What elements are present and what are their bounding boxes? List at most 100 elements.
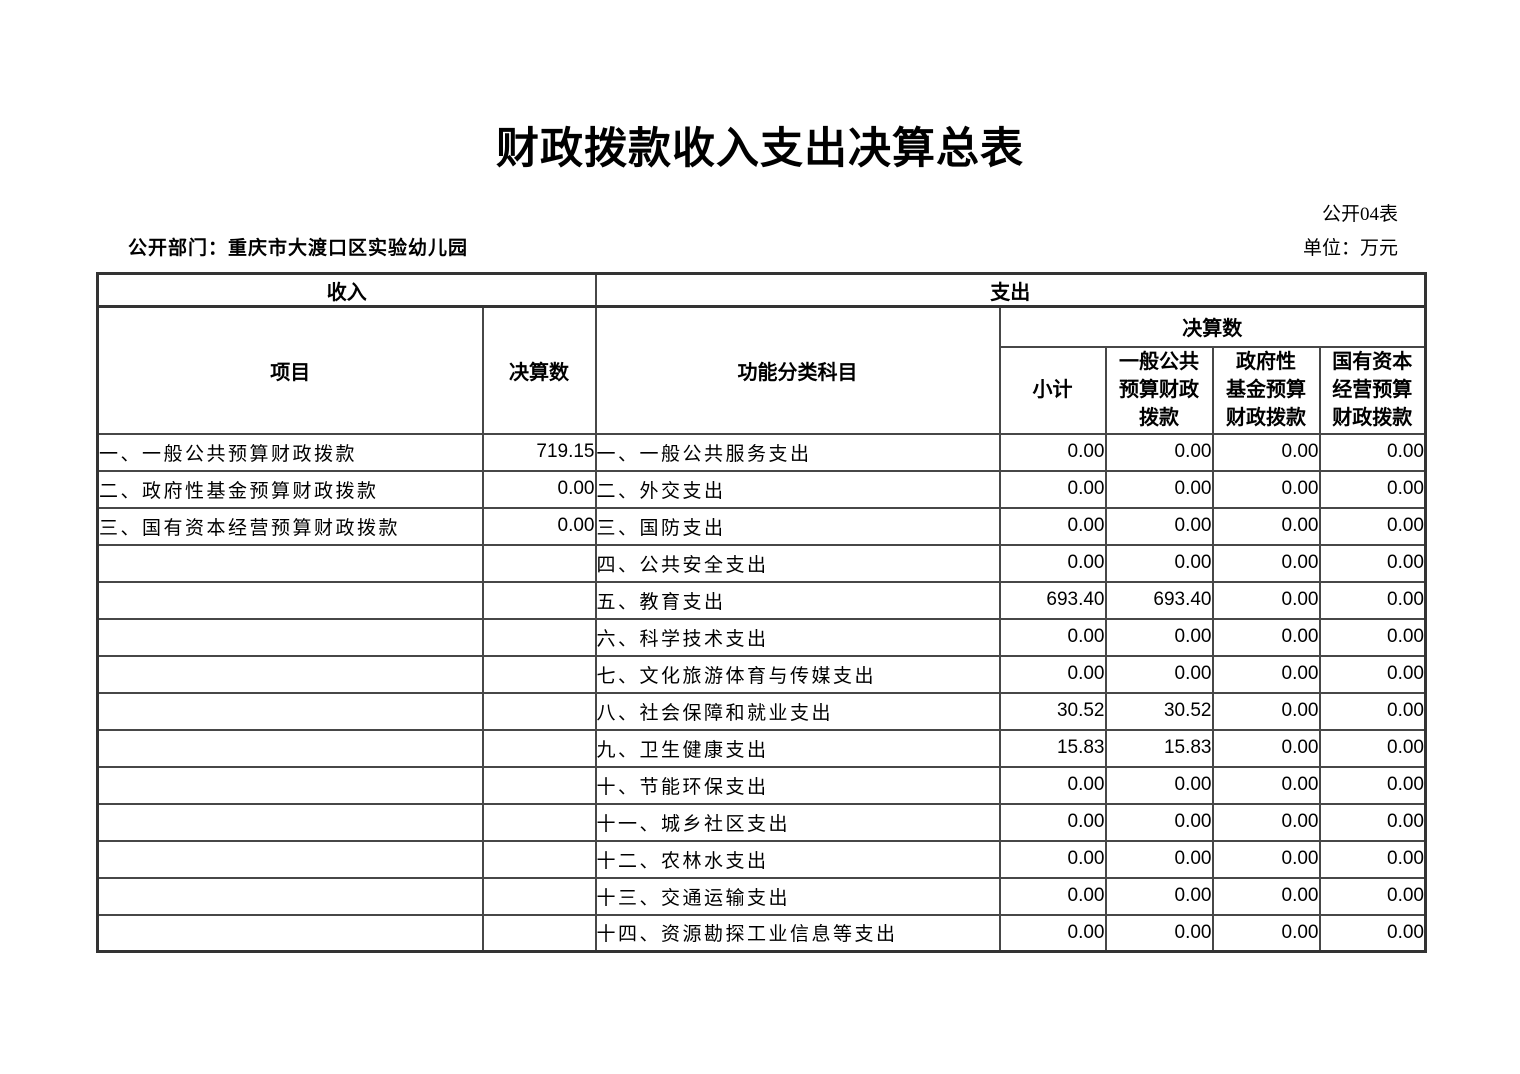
income-item-cell: [96, 839, 484, 879]
expense-state-capital-cell: 0.00: [1318, 839, 1427, 879]
expense-item-cell: 八、社会保障和就业支出: [594, 691, 1001, 731]
col-header-gov-fund-budget: 政府性 基金预算 财政拨款: [1211, 345, 1321, 435]
page-title: 财政拨款收入支出决算总表: [496, 125, 1024, 173]
table-row: 八、社会保障和就业支出 30.52 30.52 0.00 0.00: [96, 691, 1427, 731]
expense-state-capital-cell: 0.00: [1318, 543, 1427, 583]
income-value-cell: [481, 913, 597, 953]
expense-state-capital-cell: 0.00: [1318, 728, 1427, 768]
expense-item-cell: 十、节能环保支出: [594, 765, 1001, 805]
expense-gov-fund-cell: 0.00: [1211, 617, 1321, 657]
unit-label: 单位：万元: [1302, 238, 1398, 259]
expense-gov-fund-cell: 0.00: [1211, 580, 1321, 620]
expense-subtotal-cell: 0.00: [998, 765, 1107, 805]
expense-state-capital-cell: 0.00: [1318, 469, 1427, 509]
expense-gov-fund-cell: 0.00: [1211, 839, 1321, 879]
expense-item-cell: 一、一般公共服务支出: [594, 432, 1001, 472]
table-row: 二、政府性基金预算财政拨款 0.00 二、外交支出 0.00 0.00 0.00…: [96, 469, 1427, 509]
fiscal-table: 收入 支出 项目 决算数 功能分类科目 决算数 小计 一般公共 预算财政 拨款 …: [96, 272, 1427, 953]
income-value-cell: [481, 728, 597, 768]
expense-state-capital-cell: 0.00: [1318, 654, 1427, 694]
expense-gov-fund-cell: 0.00: [1211, 654, 1321, 694]
table-row: 十一、城乡社区支出 0.00 0.00 0.00 0.00: [96, 802, 1427, 842]
expense-gov-fund-cell: 0.00: [1211, 691, 1321, 731]
department-label: 公开部门：重庆市大渡口区实验幼儿园: [128, 238, 469, 259]
table-row: 五、教育支出 693.40 693.40 0.00 0.00: [96, 580, 1427, 620]
income-value-cell: [481, 580, 597, 620]
income-item-cell: [96, 765, 484, 805]
expense-item-cell: 五、教育支出: [594, 580, 1001, 620]
expense-general-budget-cell: 0.00: [1104, 432, 1214, 472]
expense-general-budget-cell: 0.00: [1104, 617, 1214, 657]
expense-general-budget-cell: 0.00: [1104, 543, 1214, 583]
income-value-cell: [481, 876, 597, 916]
income-item-cell: [96, 913, 484, 953]
income-value-cell: [481, 839, 597, 879]
table-row: 九、卫生健康支出 15.83 15.83 0.00 0.00: [96, 728, 1427, 768]
expense-item-cell: 十二、农林水支出: [594, 839, 1001, 879]
expense-item-cell: 九、卫生健康支出: [594, 728, 1001, 768]
expense-item-cell: 十三、交通运输支出: [594, 876, 1001, 916]
expense-state-capital-cell: 0.00: [1318, 432, 1427, 472]
table-row: 十二、农林水支出 0.00 0.00 0.00 0.00: [96, 839, 1427, 879]
expense-state-capital-cell: 0.00: [1318, 876, 1427, 916]
expense-subtotal-cell: 0.00: [998, 802, 1107, 842]
income-value-cell: [481, 765, 597, 805]
expense-subtotal-cell: 30.52: [998, 691, 1107, 731]
expense-subtotal-cell: 0.00: [998, 432, 1107, 472]
income-section-header: 收入: [96, 272, 597, 308]
expense-subtotal-cell: 0.00: [998, 506, 1107, 546]
table-row: 四、公共安全支出 0.00 0.00 0.00 0.00: [96, 543, 1427, 583]
expense-general-budget-cell: 0.00: [1104, 765, 1214, 805]
expense-gov-fund-cell: 0.00: [1211, 543, 1321, 583]
expense-gov-fund-cell: 0.00: [1211, 728, 1321, 768]
income-item-cell: [96, 728, 484, 768]
col-header-functional-category: 功能分类科目: [594, 305, 1001, 435]
col-header-final-amount-group: 决算数: [998, 305, 1427, 348]
expense-state-capital-cell: 0.00: [1318, 913, 1427, 953]
income-item-cell: [96, 654, 484, 694]
expense-general-budget-cell: 0.00: [1104, 802, 1214, 842]
expense-general-budget-cell: 0.00: [1104, 506, 1214, 546]
expense-gov-fund-cell: 0.00: [1211, 469, 1321, 509]
table-row: 十四、资源勘探工业信息等支出 0.00 0.00 0.00 0.00: [96, 913, 1427, 953]
expense-general-budget-cell: 0.00: [1104, 654, 1214, 694]
expense-item-cell: 三、国防支出: [594, 506, 1001, 546]
meta-line: 公开部门：重庆市大渡口区实验幼儿园 单位：万元: [128, 236, 1398, 262]
expense-subtotal-cell: 0.00: [998, 876, 1107, 916]
income-item-cell: 二、政府性基金预算财政拨款: [96, 469, 484, 509]
expense-subtotal-cell: 15.83: [998, 728, 1107, 768]
expense-gov-fund-cell: 0.00: [1211, 506, 1321, 546]
col-header-subtotal: 小计: [998, 345, 1107, 435]
table-header: 收入 支出 项目 决算数 功能分类科目 决算数 小计 一般公共 预算财政 拨款 …: [96, 272, 1427, 435]
table-code: 公开04表: [1321, 204, 1398, 225]
table-body: 一、一般公共预算财政拨款 719.15 一、一般公共服务支出 0.00 0.00…: [96, 432, 1427, 953]
income-value-cell: [481, 617, 597, 657]
expense-item-cell: 十四、资源勘探工业信息等支出: [594, 913, 1001, 953]
col-header-state-capital-budget: 国有资本 经营预算 财政拨款: [1318, 345, 1427, 435]
expense-state-capital-cell: 0.00: [1318, 802, 1427, 842]
expense-item-cell: 二、外交支出: [594, 469, 1001, 509]
expense-gov-fund-cell: 0.00: [1211, 913, 1321, 953]
income-item-cell: [96, 876, 484, 916]
expense-subtotal-cell: 0.00: [998, 654, 1107, 694]
expense-gov-fund-cell: 0.00: [1211, 432, 1321, 472]
expense-state-capital-cell: 0.00: [1318, 506, 1427, 546]
income-value-cell: [481, 654, 597, 694]
income-value-cell: 0.00: [481, 469, 597, 509]
expense-subtotal-cell: 0.00: [998, 469, 1107, 509]
income-value-cell: [481, 543, 597, 583]
table-row: 一、一般公共预算财政拨款 719.15 一、一般公共服务支出 0.00 0.00…: [96, 432, 1427, 472]
expense-general-budget-cell: 0.00: [1104, 913, 1214, 953]
expense-general-budget-cell: 0.00: [1104, 839, 1214, 879]
expense-gov-fund-cell: 0.00: [1211, 876, 1321, 916]
expense-state-capital-cell: 0.00: [1318, 617, 1427, 657]
expense-state-capital-cell: 0.00: [1318, 765, 1427, 805]
table-row: 三、国有资本经营预算财政拨款 0.00 三、国防支出 0.00 0.00 0.0…: [96, 506, 1427, 546]
expense-item-cell: 十一、城乡社区支出: [594, 802, 1001, 842]
expense-gov-fund-cell: 0.00: [1211, 802, 1321, 842]
expense-subtotal-cell: 693.40: [998, 580, 1107, 620]
expense-subtotal-cell: 0.00: [998, 839, 1107, 879]
income-item-cell: [96, 802, 484, 842]
col-header-income-final-amount: 决算数: [481, 305, 597, 435]
